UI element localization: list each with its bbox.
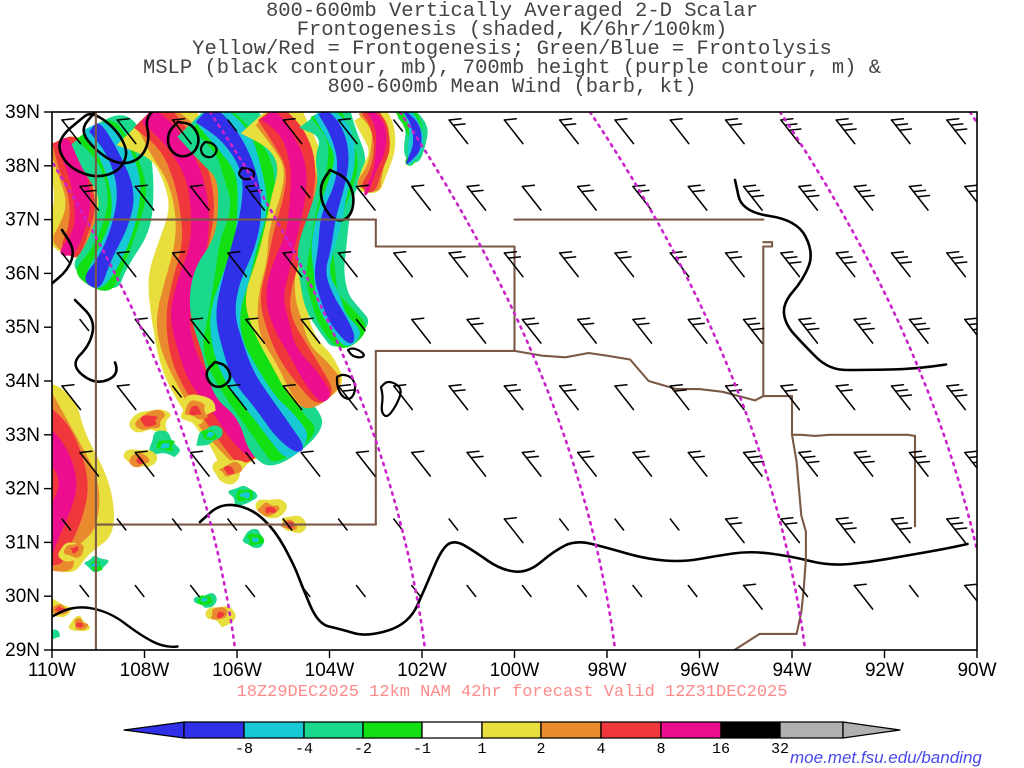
svg-text:31N: 31N <box>5 532 40 553</box>
svg-text:-8: -8 <box>235 741 253 758</box>
svg-text:16: 16 <box>712 741 730 758</box>
svg-text:38N: 38N <box>5 156 40 177</box>
svg-text:33N: 33N <box>5 425 40 446</box>
svg-text:-4: -4 <box>295 741 313 758</box>
svg-text:34N: 34N <box>5 371 40 392</box>
svg-text:-2: -2 <box>354 741 372 758</box>
svg-text:102W: 102W <box>397 660 447 681</box>
svg-text:110W: 110W <box>28 660 76 681</box>
svg-text:39N: 39N <box>5 102 40 123</box>
svg-text:100W: 100W <box>490 660 540 681</box>
svg-text:29N: 29N <box>5 640 40 661</box>
svg-text:1: 1 <box>477 741 486 758</box>
svg-text:94W: 94W <box>772 660 811 681</box>
svg-text:92W: 92W <box>865 660 904 681</box>
svg-text:32: 32 <box>771 741 789 758</box>
svg-text:30N: 30N <box>5 586 40 607</box>
svg-text:90W: 90W <box>957 660 996 681</box>
svg-text:36N: 36N <box>5 263 40 284</box>
svg-text:8: 8 <box>656 741 665 758</box>
svg-text:-1: -1 <box>413 741 431 758</box>
svg-text:2: 2 <box>536 741 545 758</box>
svg-text:104W: 104W <box>305 660 355 681</box>
svg-text:98W: 98W <box>587 660 626 681</box>
svg-text:96W: 96W <box>680 660 719 681</box>
svg-text:108W: 108W <box>120 660 170 681</box>
svg-text:37N: 37N <box>5 210 40 231</box>
svg-text:35N: 35N <box>5 317 40 338</box>
svg-text:106W: 106W <box>212 660 262 681</box>
svg-text:4: 4 <box>596 741 605 758</box>
svg-text:32N: 32N <box>5 479 40 500</box>
